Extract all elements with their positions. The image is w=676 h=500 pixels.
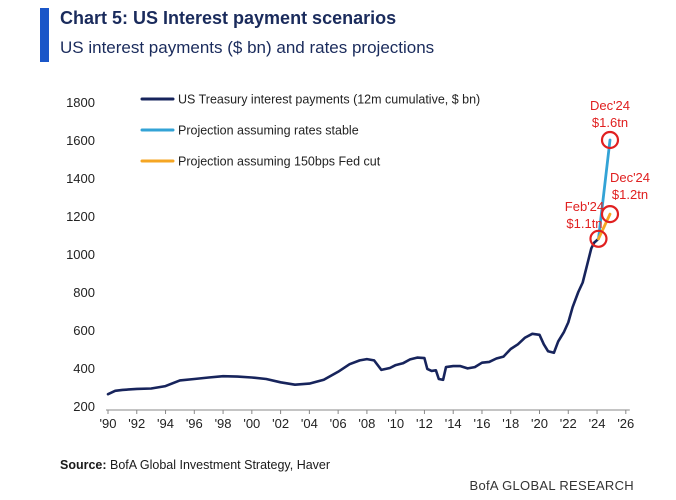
annotation-circle xyxy=(600,205,620,224)
x-tick-label: '26 xyxy=(617,416,634,431)
y-tick-label: 1000 xyxy=(66,247,95,262)
title-accent-bar xyxy=(40,8,49,62)
x-tick-label: '10 xyxy=(387,416,404,431)
source-label: Source: xyxy=(60,458,107,472)
annotation-circle xyxy=(600,130,620,150)
legend: US Treasury interest payments (12m cumul… xyxy=(140,93,480,169)
x-tick-label: '06 xyxy=(330,416,347,431)
annotation-label: $1.1tn xyxy=(566,216,602,231)
annotation-label: Dec'24 xyxy=(590,98,630,113)
x-tick-label: '94 xyxy=(157,416,174,431)
x-tick-label: '98 xyxy=(215,416,232,431)
x-tick-label: '18 xyxy=(502,416,519,431)
x-tick-label: '20 xyxy=(531,416,548,431)
x-axis-tick-labels: '90 '92 '94 '96 '98 '00 '02 '04 '06 '08 '10 '12 '14 '… xyxy=(100,416,635,431)
legend-label: Projection assuming 150bps Fed cut xyxy=(178,155,381,169)
annotation-label: Feb'24 xyxy=(565,199,604,214)
series-lines xyxy=(106,138,612,396)
x-tick-label: '24 xyxy=(589,416,606,431)
x-tick-label: '16 xyxy=(473,416,490,431)
brand-footer: BofA GLOBAL RESEARCH xyxy=(469,478,634,493)
x-tick-label: '04 xyxy=(301,416,318,431)
annotation-labels: Dec'24 $1.6tn Dec'24 $1.2tn Feb'24 $1.1tn xyxy=(565,98,650,231)
source-note: Source: BofA Global Investment Strategy,… xyxy=(60,458,330,472)
x-tick-label: '92 xyxy=(128,416,145,431)
annotation-label: Dec'24 xyxy=(610,170,650,185)
cut-projection-line xyxy=(597,212,612,241)
history-series-line xyxy=(106,237,600,396)
y-tick-label: 1800 xyxy=(66,95,95,110)
x-tick-label: '12 xyxy=(416,416,433,431)
x-tick-label: '02 xyxy=(272,416,289,431)
y-tick-label: 1200 xyxy=(66,209,95,224)
x-tick-label: '14 xyxy=(445,416,462,431)
y-tick-label: 1600 xyxy=(66,133,95,148)
y-tick-label: 600 xyxy=(73,323,95,338)
chart-title: Chart 5: US Interest payment scenarios xyxy=(60,8,397,28)
x-tick-label: '22 xyxy=(560,416,577,431)
source-text: BofA Global Investment Strategy, Haver xyxy=(106,458,331,472)
x-axis-tick-marks xyxy=(107,410,627,414)
x-tick-label: '90 xyxy=(100,416,117,431)
annotation-circle xyxy=(589,229,608,248)
stable-projection-line xyxy=(597,138,612,241)
x-tick-label: '08 xyxy=(358,416,375,431)
y-tick-label: 800 xyxy=(73,285,95,300)
annotation-label: $1.2tn xyxy=(612,187,648,202)
legend-label: US Treasury interest payments (12m cumul… xyxy=(178,93,480,107)
y-tick-label: 200 xyxy=(73,399,95,414)
legend-label: Projection assuming rates stable xyxy=(178,124,359,138)
y-tick-label: 1400 xyxy=(66,171,95,186)
x-tick-label: '96 xyxy=(186,416,203,431)
annotation-markers xyxy=(589,130,620,248)
annotation-label: $1.6tn xyxy=(592,115,628,130)
y-tick-label: 400 xyxy=(73,361,95,376)
x-tick-label: '00 xyxy=(243,416,260,431)
chart-subtitle: US interest payments ($ bn) and rates pr… xyxy=(60,38,435,57)
y-axis-tick-labels: 200 400 600 800 1000 1200 1400 1600 1800 xyxy=(66,95,95,414)
